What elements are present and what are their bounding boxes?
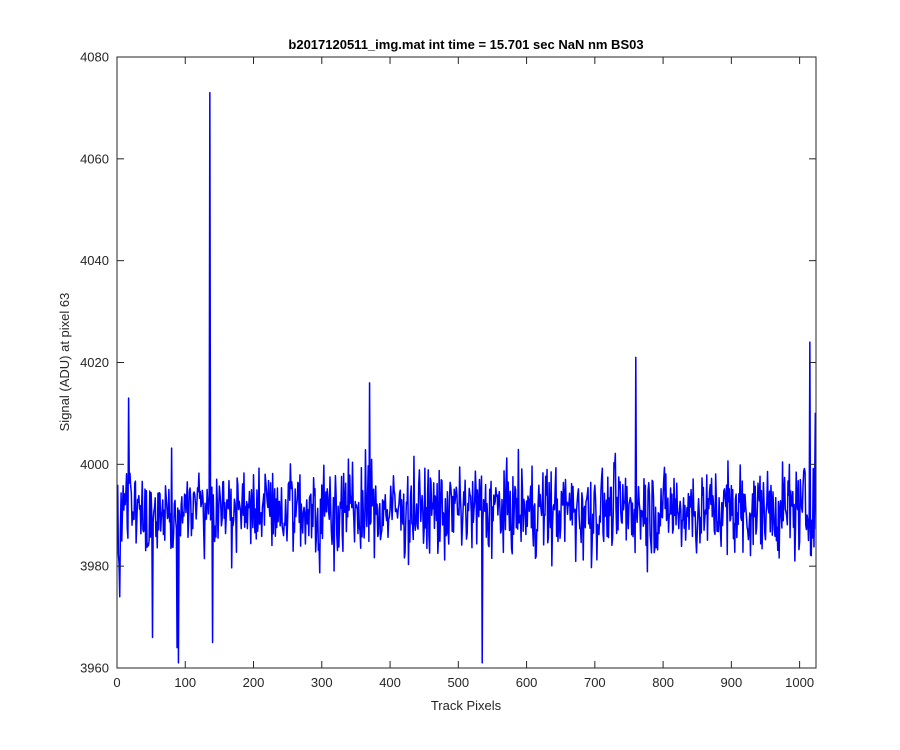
x-tick-label: 1000 bbox=[785, 675, 814, 690]
x-axis-label: Track Pixels bbox=[431, 698, 502, 713]
x-tick-label: 0 bbox=[113, 675, 120, 690]
y-tick-label: 3960 bbox=[80, 661, 109, 676]
x-tick-label: 100 bbox=[174, 675, 196, 690]
x-tick-label: 800 bbox=[652, 675, 674, 690]
x-axis: 0 100 200 300 400 500 600 700 800 900 1000 bbox=[113, 57, 814, 690]
x-tick-label: 600 bbox=[516, 675, 538, 690]
chart-title: b2017120511_img.mat int time = 15.701 se… bbox=[288, 37, 643, 52]
y-tick-label: 4000 bbox=[80, 457, 109, 472]
y-axis-label: Signal (ADU) at pixel 63 bbox=[57, 293, 72, 432]
x-tick-label: 400 bbox=[379, 675, 401, 690]
y-axis: 3960 3980 4000 4020 4040 4060 4080 bbox=[80, 50, 816, 676]
x-tick-label: 500 bbox=[447, 675, 469, 690]
series-line bbox=[117, 91, 816, 664]
y-tick-label: 4080 bbox=[80, 50, 109, 65]
plot-area-background bbox=[117, 57, 816, 668]
x-tick-label: 900 bbox=[721, 675, 743, 690]
x-tick-label: 700 bbox=[584, 675, 606, 690]
y-tick-label: 4020 bbox=[80, 355, 109, 370]
y-tick-label: 4040 bbox=[80, 253, 109, 268]
x-tick-label: 200 bbox=[243, 675, 265, 690]
y-tick-label: 3980 bbox=[80, 559, 109, 574]
y-tick-label: 4060 bbox=[80, 151, 109, 166]
x-tick-label: 300 bbox=[311, 675, 333, 690]
